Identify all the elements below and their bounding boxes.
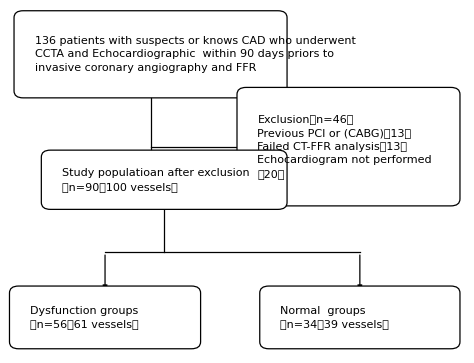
FancyBboxPatch shape [260, 286, 460, 349]
Text: 136 patients with suspects or knows CAD who underwent
CCTA and Echocardiographic: 136 patients with suspects or knows CAD … [35, 36, 356, 73]
Text: Exclusion（n=46）
Previous PCI or (CABG)（13）
Failed CT-FFR analysis（13）
Echocardio: Exclusion（n=46） Previous PCI or (CABG)（1… [257, 114, 432, 179]
FancyBboxPatch shape [9, 286, 201, 349]
Text: Dysfunction groups
（n=56，61 vessels）: Dysfunction groups （n=56，61 vessels） [30, 306, 138, 329]
FancyBboxPatch shape [237, 87, 460, 206]
FancyBboxPatch shape [41, 150, 287, 209]
FancyBboxPatch shape [14, 11, 287, 98]
Text: Normal  groups
（n=34，39 vessels）: Normal groups （n=34，39 vessels） [280, 306, 389, 329]
Text: Study populatioan after exclusion
（n=90，100 vessels）: Study populatioan after exclusion （n=90，… [62, 168, 249, 192]
